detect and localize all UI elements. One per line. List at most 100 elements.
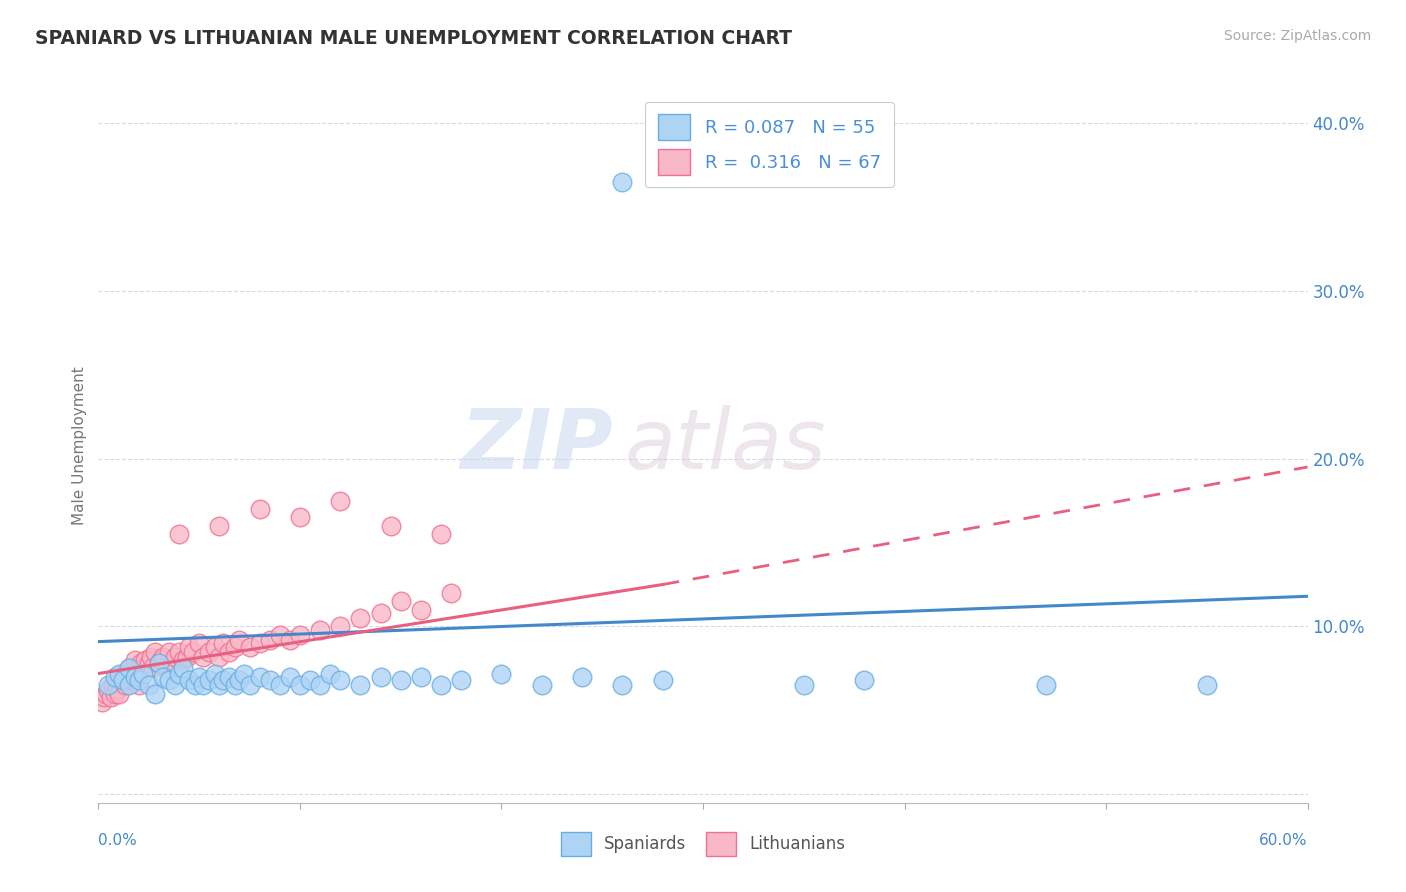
Point [172,661,194,675]
Point [97,678,120,692]
Point [651,673,673,688]
Text: SPANIARD VS LITHUANIAN MALE UNEMPLOYMENT CORRELATION CHART: SPANIARD VS LITHUANIAN MALE UNEMPLOYMENT… [35,29,792,47]
Point [349,678,371,692]
Point [167,645,190,659]
Point [288,628,311,642]
Point [440,586,463,600]
Point [208,649,231,664]
Point [288,510,311,524]
Point [97,683,120,698]
Point [193,678,215,692]
Point [218,670,240,684]
Point [612,678,634,692]
Point [132,661,155,675]
Point [249,670,271,684]
Point [269,628,291,642]
Point [138,678,160,692]
Point [167,527,190,541]
Text: 0.0%: 0.0% [98,833,138,848]
Point [125,666,148,681]
Point [142,660,165,674]
Point [101,678,124,692]
Point [188,670,211,684]
Point [309,623,332,637]
Point [181,645,204,659]
Point [299,673,322,688]
Point [111,666,134,681]
Point [212,636,235,650]
Point [163,649,186,664]
Point [167,666,190,681]
Point [105,681,128,696]
Point [107,673,129,688]
Point [793,678,815,692]
Y-axis label: Male Unemployment: Male Unemployment [72,367,87,525]
Point [120,670,142,684]
Point [157,645,180,659]
Point [121,673,143,688]
Point [162,657,184,671]
Point [259,673,281,688]
Point [389,673,412,688]
Point [288,678,311,692]
Point [612,175,634,189]
Text: Source: ZipAtlas.com: Source: ZipAtlas.com [1223,29,1371,43]
Point [149,653,172,667]
Point [163,678,186,692]
Text: 60.0%: 60.0% [1260,833,1308,848]
Point [329,673,352,688]
Point [530,678,553,692]
Point [152,670,174,684]
Point [571,670,593,684]
Point [118,661,141,675]
Point [107,687,129,701]
Point [228,673,250,688]
Point [198,673,221,688]
Point [103,670,125,684]
Point [218,645,240,659]
Point [143,687,166,701]
Point [114,678,136,692]
Point [309,678,332,692]
Point [132,666,155,681]
Point [139,649,162,664]
Point [249,636,271,650]
Point [212,673,235,688]
Point [349,611,371,625]
Point [96,687,118,701]
Point [224,678,246,692]
Point [224,640,246,654]
Point [370,670,392,684]
Point [430,527,453,541]
Point [269,678,291,692]
Point [152,649,174,664]
Point [491,666,513,681]
Point [124,653,146,667]
Point [156,661,179,675]
Point [129,657,152,671]
Point [193,649,215,664]
Point [249,502,271,516]
Point [259,632,281,647]
Point [1035,678,1057,692]
Point [239,640,262,654]
Point [278,632,301,647]
Point [91,695,114,709]
Point [118,661,141,675]
Point [232,666,254,681]
Legend: Spaniards, Lithuanians: Spaniards, Lithuanians [554,825,852,863]
Text: atlas: atlas [624,406,827,486]
Point [103,687,125,701]
Text: ZIP: ZIP [460,406,613,486]
Point [319,666,342,681]
Point [172,653,194,667]
Point [208,518,231,533]
Point [148,657,170,671]
Point [228,632,250,647]
Point [128,673,150,688]
Point [409,670,432,684]
Point [188,636,211,650]
Point [176,649,198,664]
Point [430,678,453,692]
Point [115,673,138,688]
